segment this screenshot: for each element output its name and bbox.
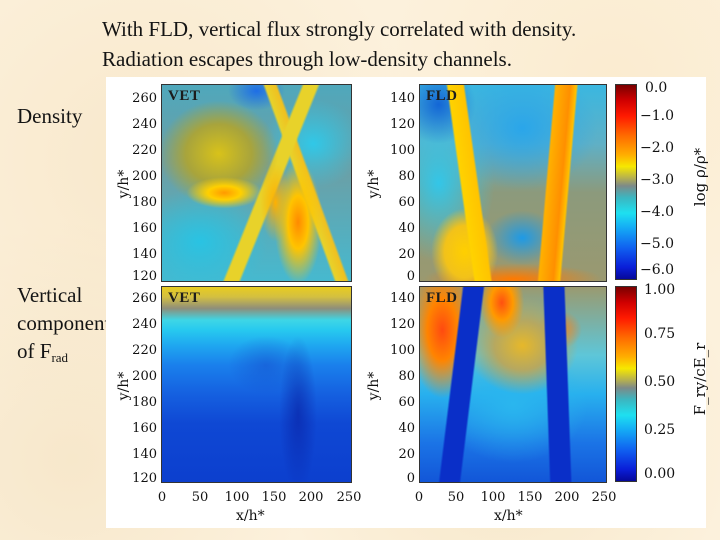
- row-label-flux-line2: component: [17, 311, 111, 335]
- plot-label-vet: VET: [168, 290, 201, 306]
- plot-fld-flux: FLD: [419, 286, 607, 483]
- xtick: 200: [554, 490, 580, 505]
- row-label-flux: Vertical component of Frad: [17, 281, 110, 372]
- colorbar-tick: 1.00: [644, 282, 676, 298]
- ylabel-vet-flux: y/h*: [116, 371, 132, 401]
- ytick: 0: [406, 269, 415, 284]
- xtick: 100: [224, 490, 250, 505]
- colorbar-tick: 0.50: [644, 374, 676, 390]
- ytick: 120: [132, 471, 157, 486]
- colorbar-tick: 0.0: [645, 80, 668, 96]
- ylabel-vet-density: y/h*: [116, 169, 132, 199]
- ylabel-fld-flux: y/h*: [366, 371, 382, 401]
- ytick: 180: [132, 395, 157, 410]
- colorbar-tick: −4.0: [640, 204, 674, 220]
- ytick: 100: [390, 343, 415, 358]
- ytick: 220: [132, 143, 157, 158]
- plot-label-fld: FLD: [426, 88, 458, 104]
- ytick: 120: [390, 117, 415, 132]
- ytick: 160: [132, 421, 157, 436]
- ytick: 80: [398, 369, 415, 384]
- title-line-2: Radiation escapes through low-density ch…: [102, 47, 512, 71]
- ytick: 140: [390, 291, 415, 306]
- ytick: 180: [132, 195, 157, 210]
- ytick: 140: [132, 447, 157, 462]
- xtick: 250: [336, 490, 362, 505]
- xtick: 50: [191, 490, 209, 505]
- ytick: 240: [132, 117, 157, 132]
- ytick: 240: [132, 317, 157, 332]
- xtick: 50: [447, 490, 465, 505]
- colorbar-tick: 0.75: [644, 326, 676, 342]
- xtick: 200: [298, 490, 324, 505]
- ytick: 100: [390, 143, 415, 158]
- colorbar-tick: −6.0: [640, 262, 674, 278]
- colorbar-tick: −3.0: [640, 172, 674, 188]
- ytick: 140: [390, 91, 415, 106]
- ytick: 60: [398, 395, 415, 410]
- ytick: 200: [132, 369, 157, 384]
- colorbar-flux-label: F_ry/cE_r: [691, 342, 709, 416]
- xtick: 150: [517, 490, 543, 505]
- colorbar-tick: −2.0: [640, 140, 674, 156]
- plot-label-vet: VET: [168, 88, 201, 104]
- colorbar-tick: 0.00: [644, 466, 676, 482]
- xlabel-vet: x/h*: [236, 508, 265, 524]
- plot-label-fld: FLD: [426, 290, 458, 306]
- ytick: 20: [398, 247, 415, 262]
- ytick: 20: [398, 447, 415, 462]
- ytick: 160: [132, 221, 157, 236]
- plot-vet-flux: VET: [161, 286, 352, 483]
- xtick: 0: [157, 490, 167, 505]
- ytick: 140: [132, 247, 157, 262]
- colorbar-tick: −1.0: [640, 108, 674, 124]
- plot-vet-density: VET: [161, 84, 352, 282]
- ytick: 260: [132, 91, 157, 106]
- xtick: 250: [591, 490, 617, 505]
- xtick: 150: [261, 490, 287, 505]
- colorbar-density: [615, 84, 637, 280]
- row-label-flux-line1: Vertical: [17, 283, 83, 307]
- colorbar-tick: 0.25: [644, 422, 676, 438]
- ytick: 220: [132, 343, 157, 358]
- xlabel-fld: x/h*: [494, 508, 523, 524]
- ytick: 60: [398, 195, 415, 210]
- ytick: 120: [132, 269, 157, 284]
- row-label-density: Density: [17, 104, 83, 128]
- row-label-flux-line3: of Frad: [17, 339, 69, 365]
- title-line-1: With FLD, vertical flux strongly correla…: [102, 17, 577, 41]
- xtick: 0: [414, 490, 424, 505]
- ytick: 80: [398, 169, 415, 184]
- ytick: 0: [406, 471, 415, 486]
- colorbar-density-label: log ρ/ρ*: [691, 147, 709, 207]
- ytick: 40: [398, 221, 415, 236]
- colorbar-flux: [615, 286, 637, 482]
- colorbar-tick: −5.0: [640, 236, 674, 252]
- ytick: 200: [132, 169, 157, 184]
- ytick: 120: [390, 317, 415, 332]
- ytick: 260: [132, 291, 157, 306]
- plot-fld-density: FLD: [419, 84, 607, 282]
- ylabel-fld-density: y/h*: [366, 169, 382, 199]
- xtick: 100: [480, 490, 506, 505]
- ytick: 40: [398, 421, 415, 436]
- slide-title: With FLD, vertical flux strongly correla…: [102, 14, 702, 74]
